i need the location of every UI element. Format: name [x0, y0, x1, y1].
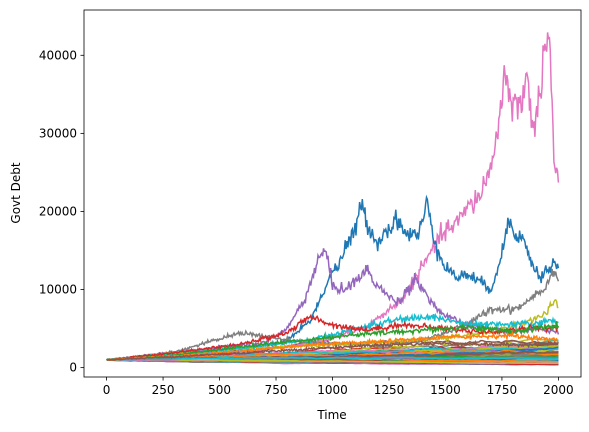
plot-area — [106, 32, 560, 366]
x-tick-label: 1250 — [374, 383, 405, 397]
y-tick-label: 40000 — [39, 48, 77, 62]
x-tick-label: 0 — [103, 383, 111, 397]
series-line-highlight-10 — [106, 339, 560, 361]
y-tick-label: 20000 — [39, 204, 77, 218]
x-tick-label: 250 — [152, 383, 175, 397]
series-line-highlight-8 — [106, 321, 560, 361]
x-axis-label: Time — [316, 408, 346, 422]
y-tick-label: 0 — [69, 361, 77, 375]
y-axis: 0 10000 20000 30000 40000 — [39, 48, 84, 375]
x-tick-label: 1000 — [317, 383, 348, 397]
x-tick-label: 2000 — [543, 383, 574, 397]
y-tick-label: 30000 — [39, 126, 77, 140]
series-line-highlight-9 — [106, 330, 559, 361]
y-tick-label: 10000 — [39, 283, 77, 297]
x-axis: 0 250 500 750 1000 1250 1500 1750 2000 — [103, 377, 574, 397]
series-line-background — [106, 358, 559, 365]
x-tick-label: 500 — [208, 383, 231, 397]
series-line-background — [106, 356, 559, 361]
x-tick-label: 750 — [265, 383, 288, 397]
x-tick-label: 1500 — [430, 383, 461, 397]
y-axis-label: Govt Debt — [9, 162, 23, 224]
x-tick-label: 1750 — [487, 383, 518, 397]
series-line-highlight-7 — [106, 313, 559, 361]
